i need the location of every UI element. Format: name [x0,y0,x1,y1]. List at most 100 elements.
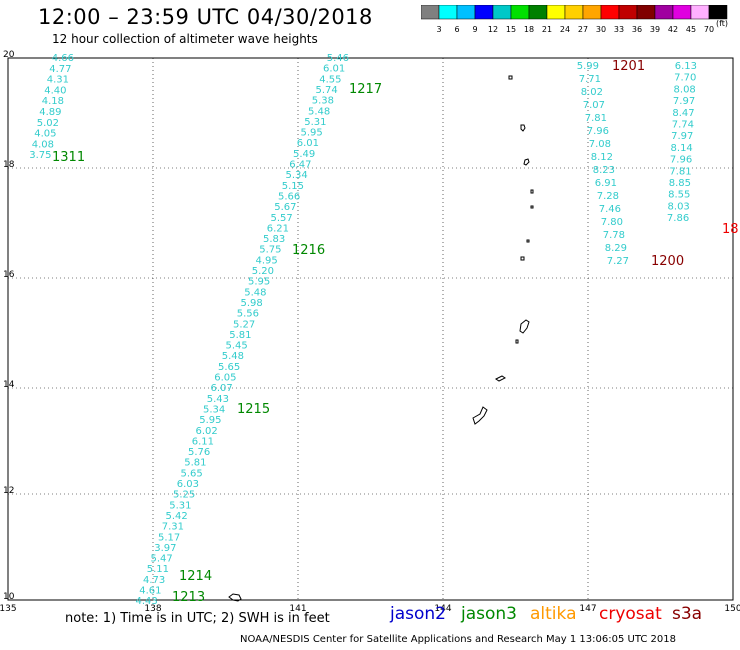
swh-value: 5.48 [244,287,266,298]
swh-value: 5.95 [248,277,270,288]
satellite-legend-altika: altika [530,604,577,624]
swh-value: 7.31 [162,522,184,533]
swh-value: 5.43 [207,394,229,405]
swh-value: 5.20 [252,266,274,277]
satellite-legend-jason3: jason3 [461,604,517,624]
swh-value: 4.55 [319,74,341,85]
swh-value: 6.02 [195,426,217,437]
swh-value: 7.08 [589,139,611,150]
island-outline [519,319,530,334]
swh-value: 8.03 [668,201,690,212]
colorbar-tick-label: 27 [577,25,589,34]
latitude-tick-label: 14 [3,380,15,390]
swh-value: 6.13 [675,61,697,72]
swh-value: 5.98 [240,298,262,309]
swh-value: 5.67 [274,202,296,213]
swh-value: 7.81 [669,166,691,177]
swh-value: 7.81 [585,113,607,124]
swh-value: 5.02 [37,118,59,129]
colorbar-tick-label: 36 [631,25,643,34]
colorbar-tick-label: 39 [649,25,661,34]
track-1216-1217-values: 5.466.014.555.745.385.485.315.956.015.49… [135,53,349,607]
island-outline [530,205,534,209]
pass-label: 1215 [237,402,270,417]
island-outline [495,375,506,382]
colorbar-tick-label: 15 [505,25,517,34]
longitude-tick-label: 150 [724,604,740,614]
swh-value: 7.07 [583,100,605,111]
swh-value: 7.28 [597,191,619,202]
swh-value: 5.45 [225,341,247,352]
swh-value: 7.97 [673,96,695,107]
swh-value: 7.70 [674,73,696,84]
colorbar-tick-label: 6 [454,25,460,34]
satellite-legend-cryosat: cryosat [599,604,662,624]
swh-value: 5.46 [327,53,349,64]
longitude-tick-label: 147 [579,604,596,614]
longitude-tick-label: 141 [289,604,306,614]
island-outline [228,593,242,602]
swh-value: 6.47 [289,160,311,171]
island-outline [508,75,513,80]
pass-label: 1311 [52,150,85,165]
swh-value: 8.85 [669,178,691,189]
track-1311-values: 4.664.774.314.404.184.895.024.054.083.75 [29,53,74,161]
pass-label: 1213 [172,590,205,605]
swh-value: 7.96 [670,155,692,166]
swh-value: 4.18 [42,96,64,107]
track-1201-values: 5.99 7.71 8.02 7.07 7.81 7.96 7.08 8.12 8.23 6.91… [577,61,629,267]
swh-value: 5.81 [229,330,251,341]
swh-value: 5.31 [169,500,191,511]
colorbar-unit: (ft) [716,19,729,28]
colorbar-tick-label: 21 [541,25,553,34]
swh-value: 5.66 [278,191,300,202]
swh-value: 5.95 [300,128,322,139]
swh-value: 4.05 [34,129,56,140]
swh-value: 5.65 [180,468,202,479]
swh-value: 7.86 [667,213,689,224]
swh-value: 4.61 [139,586,161,597]
swh-value: 5.95 [199,415,221,426]
pass-label: 1200 [651,254,684,269]
swh-value: 8.29 [605,243,627,254]
swh-value: 5.11 [147,564,169,575]
swh-value: 8.23 [593,165,615,176]
swh-value: 4.89 [39,107,61,118]
swh-value: 6.01 [297,138,319,149]
swh-value: 4.40 [44,85,66,96]
swh-value: 6.07 [210,383,232,394]
swh-value: 5.83 [263,234,285,245]
swh-value: 4.43 [135,596,157,607]
swh-value: 7.71 [579,74,601,85]
swh-value: 7.46 [599,204,621,215]
colorbar-tick-label: 45 [685,25,697,34]
swh-value: 5.47 [150,554,172,565]
wave-height-colorbar: 3 6 9 12 15 18 21 24 27 30 33 36 39 42 45 70 [420,4,731,34]
swh-value: 7.97 [671,131,693,142]
pass-label: 1201 [612,59,645,74]
island-outline [472,406,488,425]
colorbar-tick-label: 18 [523,25,535,34]
island-outline [520,256,525,261]
swh-value: 4.73 [143,575,165,586]
swh-value: 6.01 [323,64,345,75]
island-outline [523,158,530,166]
latitude-tick-label: 20 [3,50,15,60]
colorbar-tick-label: 12 [487,25,499,34]
swh-value: 5.27 [233,319,255,330]
swh-value: 6.03 [177,479,199,490]
map-title: 12:00 – 23:59 UTC 04/30/2018 [38,5,373,29]
swh-value: 5.65 [218,362,240,373]
map-frame [7,57,734,601]
footer-note: note: 1) Time is in UTC; 2) SWH is in fe… [65,611,330,626]
swh-value: 5.57 [270,213,292,224]
longitude-tick-label: 144 [434,604,451,614]
swh-value: 3.97 [154,543,176,554]
swh-value: 6.05 [214,373,236,384]
swh-value: 5.48 [222,351,244,362]
swh-value: 8.14 [671,143,693,154]
colorbar-tick-label: 42 [667,25,679,34]
swh-value: 5.25 [173,490,195,501]
swh-value: 3.75 [29,150,51,161]
swh-value: 4.77 [49,64,71,75]
